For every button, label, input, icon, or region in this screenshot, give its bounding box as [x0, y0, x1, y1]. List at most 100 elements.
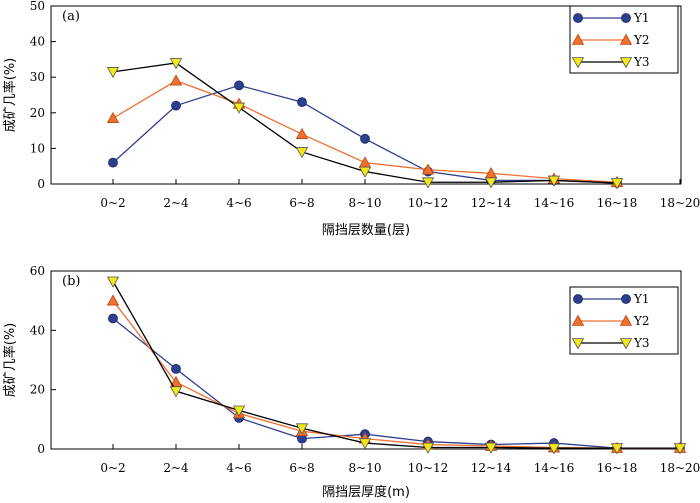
x-tick-label-a-1: 2~4 — [163, 196, 189, 210]
legend-label-b-y1: Y1 — [633, 292, 650, 306]
point-legend-b-y2-start-0 — [571, 314, 585, 326]
point-a-y3-1 — [169, 58, 183, 70]
x-tick-label-b-5: 10~12 — [408, 461, 449, 475]
point-a-y3-8 — [610, 178, 624, 190]
point-legend-a-y2-end-1 — [619, 33, 633, 45]
x-ticks-b: 0~2 2~4 4~6 6~8 8~10 10~12 12~14 14~16 16~18 18~2… — [100, 444, 700, 475]
point-a-y1-2 — [234, 80, 244, 91]
point-b-y3-5 — [421, 442, 435, 454]
x-ticks-a: 0~2 2~4 4~6 6~8 8~10 10~12 12~14 14~16 16~18 18~2… — [100, 179, 700, 210]
point-a-y2-3 — [295, 127, 309, 139]
point-a-y2-1 — [169, 74, 183, 86]
point-a-y3-7 — [547, 175, 561, 187]
y-tick-label-a-30: 30 — [30, 70, 45, 84]
point-legend-b-y1-end-1 — [621, 294, 631, 304]
series-line-b-y1 — [112, 317, 680, 449]
point-b-y3-3 — [295, 423, 309, 435]
x-tick-label-a-8: 16~18 — [597, 196, 638, 210]
x-tick-label-a-5: 10~12 — [408, 196, 449, 210]
point-b-y3-1 — [169, 386, 183, 398]
x-tick-label-a-3: 6~8 — [289, 196, 314, 210]
point-a-y3-0 — [106, 67, 120, 79]
y-axis-title-b: 成矿几率(%) — [2, 323, 18, 398]
y-tick-label-a-40: 40 — [30, 35, 45, 49]
panel-label-a: (a) — [62, 9, 80, 24]
x-tick-label-b-1: 2~4 — [163, 461, 189, 475]
point-legend-b-y3-start-0 — [571, 338, 585, 350]
series-line-b-y3 — [112, 281, 680, 449]
x-axis-title-b: 隔挡层厚度(m) — [322, 484, 410, 500]
point-legend-a-y3-end-1 — [619, 57, 633, 69]
point-b-y3-4 — [358, 438, 372, 450]
y-tick-label-b-40: 40 — [30, 323, 45, 337]
y-tick-label-a-20: 20 — [30, 106, 45, 120]
legend-item-b-y1: Y1 — [573, 292, 650, 306]
point-a-y1-1 — [171, 100, 181, 111]
y-tick-label-a-0: 0 — [37, 177, 45, 191]
point-b-y1-0 — [108, 313, 118, 324]
legend-item-a-y2: Y2 — [571, 33, 650, 47]
point-a-y2-0 — [106, 111, 120, 123]
x-tick-label-b-0: 0~2 — [100, 461, 125, 475]
series-layer-b — [106, 276, 687, 455]
legend-label-a-y1: Y1 — [633, 11, 650, 25]
point-legend-a-y2-start-0 — [571, 33, 585, 45]
point-a-y1-0 — [108, 157, 118, 168]
x-tick-label-a-2: 4~6 — [226, 196, 251, 210]
point-a-y1-4 — [360, 133, 370, 144]
legend-item-b-y3: Y3 — [571, 336, 650, 350]
legend-label-b-y2: Y2 — [633, 314, 650, 328]
point-b-y3-2 — [232, 405, 246, 417]
y-tick-label-a-10: 10 — [30, 141, 45, 155]
point-a-y3-2 — [232, 102, 246, 114]
point-a-y3-6 — [484, 177, 498, 189]
point-b-y3-9 — [673, 443, 687, 455]
y-ticks-a: 0 10 20 30 40 50 — [30, 0, 56, 191]
point-legend-b-y1-start-0 — [573, 294, 583, 304]
x-tick-label-b-6: 12~14 — [471, 461, 512, 475]
x-tick-label-a-0: 0~2 — [100, 196, 125, 210]
point-a-y3-5 — [421, 177, 435, 189]
point-a-y3-4 — [358, 166, 372, 178]
x-tick-label-b-2: 4~6 — [226, 461, 251, 475]
x-tick-label-b-3: 6~8 — [289, 461, 314, 475]
legend-a: Y1 Y2 Y3 — [569, 5, 679, 74]
y-tick-label-a-50: 50 — [30, 0, 45, 13]
series-a-y3 — [106, 58, 624, 190]
legend-item-a-y3: Y3 — [571, 55, 650, 69]
y-axis-title-a: 成矿几率(%) — [2, 58, 18, 133]
point-b-y3-0 — [106, 276, 120, 288]
legend-label-a-y2: Y2 — [633, 33, 650, 47]
point-b-y3-6 — [484, 442, 498, 454]
point-legend-b-y2-end-1 — [619, 314, 633, 326]
series-layer-a — [106, 58, 624, 190]
x-axis-title-a: 隔挡层数量(层) — [322, 223, 410, 238]
chart-b: 0 20 40 60 0~2 2~4 4~6 6~8 8~10 10~12 12~14 14~16 1… — [2, 264, 700, 500]
x-tick-label-b-7: 14~16 — [534, 461, 575, 475]
legend-item-a-y1: Y1 — [573, 11, 650, 25]
point-legend-a-y3-start-0 — [571, 57, 585, 69]
point-a-y2-5 — [421, 163, 435, 175]
point-a-y3-3 — [295, 147, 309, 159]
y-tick-label-b-0: 0 — [37, 442, 45, 456]
x-tick-label-a-6: 12~14 — [471, 196, 512, 210]
x-tick-label-a-7: 14~16 — [534, 196, 575, 210]
point-legend-a-y1-end-1 — [621, 13, 631, 23]
legend-label-a-y3: Y3 — [633, 55, 650, 69]
legend-b: Y1 Y2 Y3 — [569, 286, 679, 355]
y-tick-label-b-20: 20 — [30, 383, 45, 397]
x-tick-label-b-8: 16~18 — [597, 461, 638, 475]
y-tick-label-b-60: 60 — [30, 264, 45, 278]
chart-a: 0 10 20 30 40 50 0~2 2~4 4~6 6~8 8~10 10~12 12~14 14… — [2, 0, 700, 238]
plot-frame-a — [50, 5, 682, 185]
series-b-y3 — [106, 276, 687, 455]
point-a-y1-3 — [297, 97, 307, 108]
legend-item-b-y2: Y2 — [571, 314, 650, 328]
point-legend-a-y1-start-0 — [573, 13, 583, 23]
point-legend-b-y3-end-1 — [619, 338, 633, 350]
point-b-y2-0 — [106, 294, 120, 306]
x-tick-label-b-9: 18~20 — [660, 461, 700, 475]
legend-label-b-y3: Y3 — [633, 336, 650, 350]
y-ticks-b: 0 20 40 60 — [30, 264, 56, 456]
